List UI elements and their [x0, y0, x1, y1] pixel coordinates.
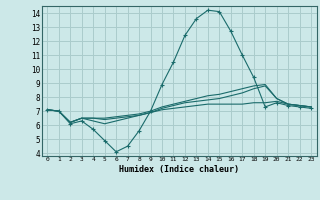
- X-axis label: Humidex (Indice chaleur): Humidex (Indice chaleur): [119, 165, 239, 174]
